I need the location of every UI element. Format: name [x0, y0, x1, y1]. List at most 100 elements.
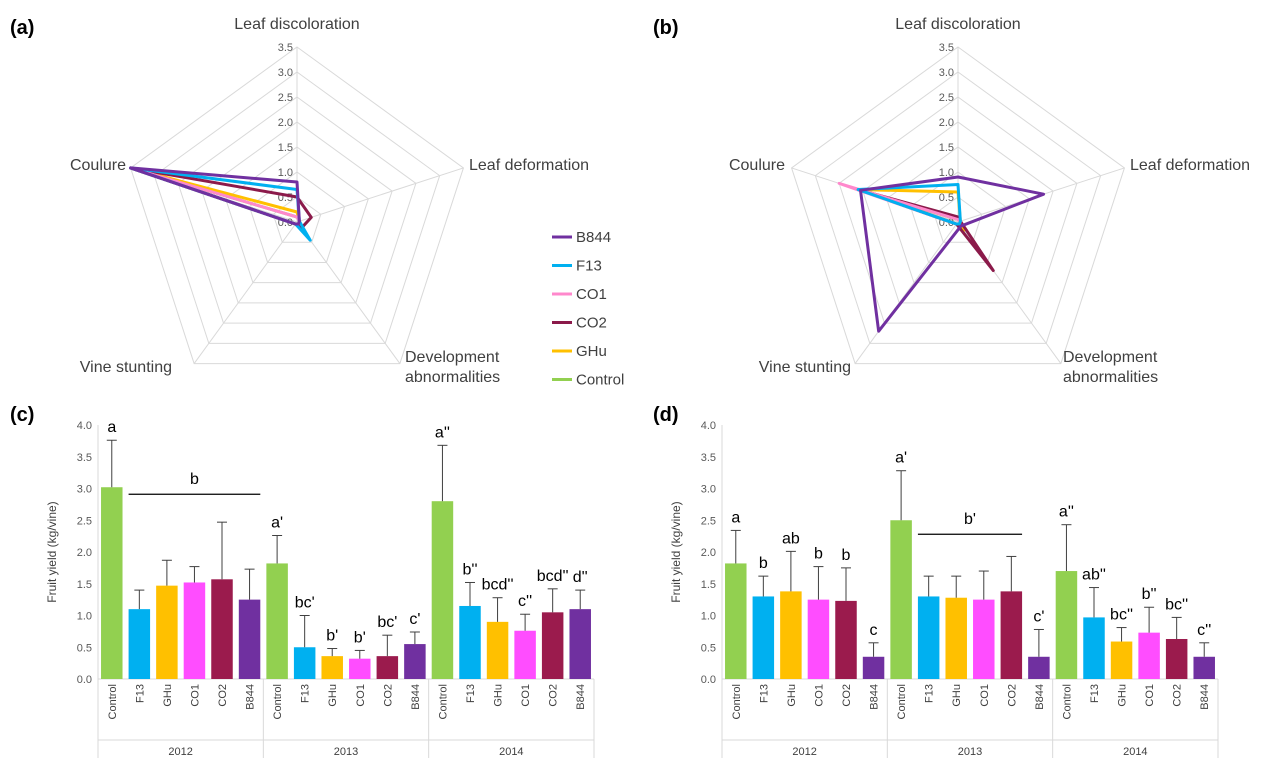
radar-axis-label: Vine stunting	[80, 359, 172, 376]
radar-legend: B844 F13 CO1 CO2 GHu Control	[552, 229, 624, 389]
category-label: F13	[1089, 684, 1101, 703]
category-label: B844	[245, 684, 257, 710]
category-label: GHu	[951, 684, 963, 707]
radar-tick-label: 3.0	[939, 67, 954, 79]
significance-label: bc'	[295, 595, 315, 612]
bar-co1	[514, 630, 536, 679]
category-label: Control	[272, 684, 284, 719]
bar-co1	[973, 599, 995, 679]
radar-grid-ring	[177, 96, 417, 324]
y-tick-label: 0.5	[701, 642, 716, 654]
radar-axis-label-line: Leaf deformation	[1130, 157, 1250, 174]
significance-label: d''	[573, 569, 588, 586]
radar-spoke	[193, 221, 298, 364]
y-tick-label: 1.5	[77, 579, 92, 591]
category-label: B844	[1034, 684, 1046, 710]
category-label: CO2	[217, 684, 229, 707]
bar-f13	[459, 605, 481, 679]
y-tick-label: 4.0	[77, 420, 92, 432]
y-tick-label: 3.0	[77, 484, 92, 496]
significance-label: bc''	[1110, 607, 1133, 624]
category-label: CO2	[841, 684, 853, 707]
group-label: 2013	[958, 746, 982, 758]
bar-f13	[128, 609, 151, 679]
bar-control	[431, 501, 454, 679]
bar-ghu	[321, 656, 343, 679]
radar-tick-label: 1.0	[278, 167, 293, 179]
category-label: Control	[107, 684, 119, 719]
bar-co2	[541, 612, 564, 679]
significance-label: c	[870, 622, 878, 639]
radar-tick-label: 0.5	[939, 192, 954, 204]
y-tick-label: 3.5	[701, 452, 716, 464]
radar-tick-label: 3.0	[278, 67, 293, 79]
radar-axis-label: Coulure	[729, 157, 785, 174]
radar-axis-label: Coulure	[70, 157, 126, 174]
radar-grid-ring	[129, 46, 465, 365]
bar-co2	[211, 579, 233, 679]
radar-axis-label-line: Leaf deformation	[469, 157, 589, 174]
significance-label: c''	[1197, 622, 1211, 639]
category-label: GHu	[493, 684, 505, 707]
significance-label: a''	[1059, 504, 1074, 521]
significance-label: bcd''	[482, 577, 514, 594]
radar-tick-label: 2.5	[939, 92, 954, 104]
bar-chart-c: 0.0 0.5 1.0 1.5 2.0 2.5 3.0 3.5 4.0 Fruit yield (…	[45, 419, 595, 758]
category-label: F13	[758, 684, 770, 703]
radar-tick-label: 2.5	[278, 92, 293, 104]
radar-tick-label: 1.0	[939, 167, 954, 179]
significance-bracket-label: b	[190, 471, 199, 488]
radar-axis-label: Leaf discoloration	[234, 16, 359, 33]
significance-label: b	[842, 547, 851, 564]
bar-f13	[1083, 617, 1105, 679]
category-label: CO2	[1006, 684, 1018, 707]
category-label: CO2	[382, 684, 394, 707]
bar-ghu	[945, 597, 967, 679]
panel-label-d: (d)	[653, 404, 679, 426]
category-label: GHu	[327, 684, 339, 707]
radar-axis-label: Leaf deformation	[469, 157, 589, 174]
bar-f13	[293, 647, 316, 679]
group-label: 2012	[792, 746, 816, 758]
significance-label: b	[814, 546, 823, 563]
panel-label-c: (c)	[10, 404, 34, 426]
radar-spoke	[296, 167, 464, 223]
radar-axis-label-line: Coulure	[70, 157, 126, 174]
radar-axis-label: Leaf deformation	[1130, 157, 1250, 174]
bar-chart-d: 0.0 0.5 1.0 1.5 2.0 2.5 3.0 3.5 4.0 Fruit yield (…	[669, 420, 1219, 758]
bar-f13	[752, 596, 775, 679]
significance-label: a'	[895, 450, 907, 467]
significance-label: a'	[271, 514, 283, 531]
bar-co2	[1165, 638, 1188, 679]
bar-co1	[349, 658, 371, 679]
bar-ghu	[1110, 641, 1133, 679]
radar-spoke	[296, 221, 401, 364]
radar-tick-label: 3.5	[278, 42, 293, 54]
bar-control	[725, 563, 747, 679]
radar-series-b844	[859, 175, 1046, 333]
category-label: CO1	[813, 684, 825, 707]
radar-grid-ring	[225, 146, 369, 284]
significance-label: a''	[435, 424, 450, 441]
radar-axis-label: Leaf discoloration	[895, 16, 1020, 33]
y-tick-label: 0.5	[77, 642, 92, 654]
significance-label: bc'	[377, 614, 397, 631]
category-label: CO2	[1172, 684, 1184, 707]
significance-label: c'	[1033, 608, 1044, 625]
significance-label: bc''	[1165, 596, 1188, 613]
category-label: CO1	[189, 684, 201, 707]
panel-label-a: (a)	[10, 17, 34, 39]
bar-b844	[569, 609, 591, 679]
bar-co2	[376, 656, 399, 679]
significance-label: b''	[1142, 586, 1157, 603]
y-axis-label: Fruit yield (kg/vine)	[45, 501, 59, 602]
group-label: 2014	[499, 746, 523, 758]
bar-co2	[835, 600, 857, 679]
category-label: B844	[575, 684, 587, 710]
category-label: F13	[134, 684, 146, 703]
radar-axis-label-line: Leaf discoloration	[234, 16, 359, 33]
bar-b844	[1193, 656, 1215, 679]
category-label: Control	[437, 684, 449, 719]
bar-control	[1055, 571, 1078, 679]
